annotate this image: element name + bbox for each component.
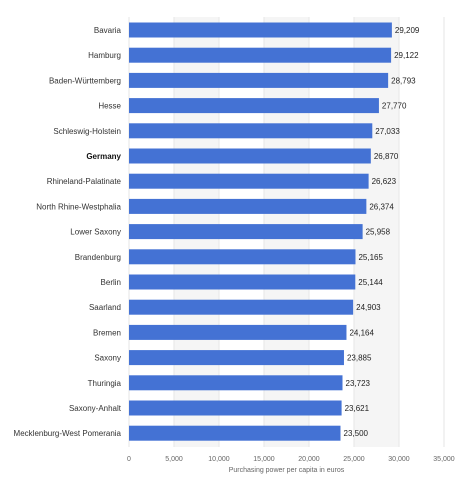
category-label: Baden-Württemberg bbox=[49, 76, 121, 85]
category-label: Berlin bbox=[101, 278, 121, 287]
value-label: 29,209 bbox=[395, 26, 420, 35]
value-label: 27,770 bbox=[382, 102, 407, 111]
category-label: Saarland bbox=[89, 303, 121, 312]
x-tick-label: 35,000 bbox=[433, 456, 455, 463]
value-labels: 29,209 29,122 28,793 27,770 27,033 26,870 26,6… bbox=[344, 26, 420, 438]
bar bbox=[129, 123, 373, 139]
value-label: 28,793 bbox=[391, 76, 416, 85]
category-label: Bavaria bbox=[94, 26, 122, 35]
value-label: 23,885 bbox=[347, 354, 372, 363]
category-label: Brandenburg bbox=[75, 253, 121, 262]
value-label: 24,903 bbox=[356, 303, 381, 312]
value-label: 29,122 bbox=[394, 51, 419, 60]
category-label: Schleswig-Holstein bbox=[53, 127, 121, 136]
value-label: 26,870 bbox=[374, 152, 399, 161]
bar bbox=[129, 47, 392, 63]
x-tick-label: 0 bbox=[127, 456, 131, 463]
value-label: 25,144 bbox=[358, 278, 383, 287]
category-label: North Rhine-Westphalia bbox=[36, 202, 121, 211]
bar bbox=[129, 425, 341, 441]
value-label: 26,623 bbox=[372, 177, 397, 186]
bar bbox=[129, 198, 367, 214]
category-label: Thuringia bbox=[88, 379, 122, 388]
category-label: Hesse bbox=[98, 102, 121, 111]
category-label: Hamburg bbox=[88, 51, 121, 60]
value-label: 23,723 bbox=[346, 379, 371, 388]
x-axis-title: Purchasing power per capita in euros bbox=[229, 467, 345, 474]
value-label: 23,621 bbox=[345, 404, 370, 413]
x-tick-label: 15,000 bbox=[253, 456, 275, 463]
category-label: Saxony bbox=[94, 354, 121, 363]
bar bbox=[129, 324, 347, 340]
bar bbox=[129, 173, 369, 189]
category-label: Rhineland-Palatinate bbox=[47, 177, 122, 186]
category-label: Bremen bbox=[93, 328, 121, 337]
bar bbox=[129, 148, 371, 164]
category-label: Germany bbox=[86, 152, 121, 161]
bar bbox=[129, 249, 356, 265]
bar bbox=[129, 299, 354, 315]
category-labels: Bavaria Hamburg Baden-Württemberg Hesse Schl… bbox=[14, 26, 122, 438]
bar bbox=[129, 22, 392, 38]
value-label: 26,374 bbox=[369, 202, 394, 211]
bars bbox=[129, 22, 392, 441]
x-tick-label: 10,000 bbox=[208, 456, 230, 463]
value-label: 23,500 bbox=[344, 429, 369, 438]
bar bbox=[129, 72, 389, 88]
x-tick-label: 5,000 bbox=[165, 456, 183, 463]
value-label: 24,164 bbox=[349, 328, 374, 337]
category-label: Lower Saxony bbox=[70, 228, 121, 237]
category-label: Saxony-Anhalt bbox=[69, 404, 122, 413]
bar bbox=[129, 98, 379, 114]
value-label: 27,033 bbox=[375, 127, 400, 136]
bar bbox=[129, 224, 363, 240]
bar bbox=[129, 375, 343, 391]
bar bbox=[129, 400, 342, 416]
x-tick-label: 25,000 bbox=[343, 456, 365, 463]
x-tick-label: 20,000 bbox=[298, 456, 320, 463]
x-tick-labels: 0 5,000 10,000 15,000 20,000 25,000 30,000 35,0… bbox=[127, 456, 455, 463]
category-label: Mecklenburg-West Pomerania bbox=[14, 429, 122, 438]
bar bbox=[129, 350, 344, 366]
bar bbox=[129, 274, 356, 290]
value-label: 25,958 bbox=[366, 228, 391, 237]
value-label: 25,165 bbox=[358, 253, 383, 262]
x-tick-label: 30,000 bbox=[388, 456, 410, 463]
